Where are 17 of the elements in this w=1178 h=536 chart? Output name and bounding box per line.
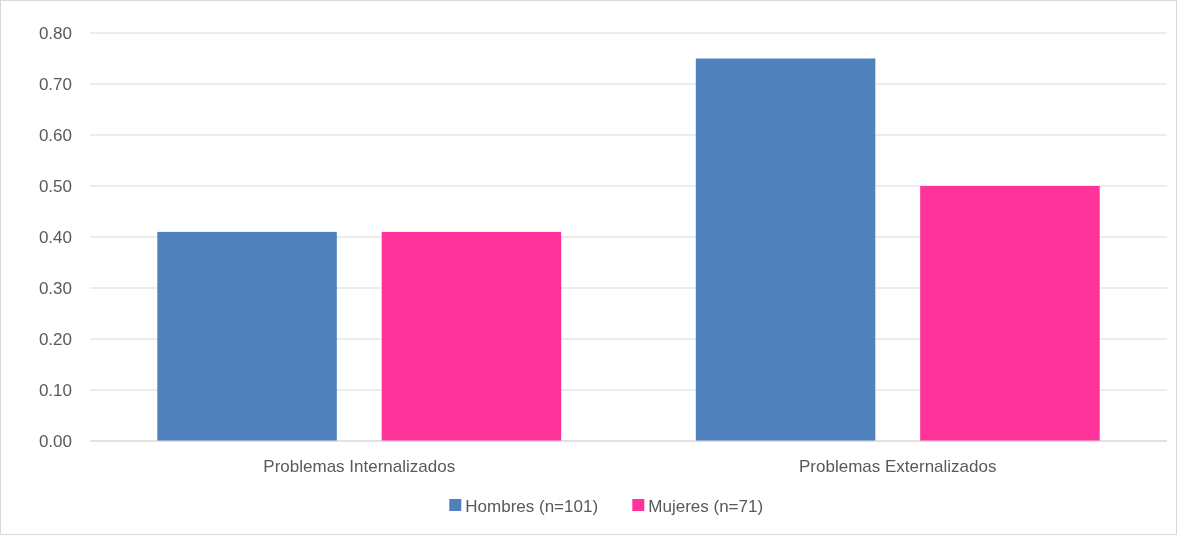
y-tick-label: 0.60 <box>38 125 72 145</box>
y-tick-label: 0.20 <box>38 329 72 349</box>
y-tick-label: 0.10 <box>38 380 72 400</box>
legend-label: Hombres (n=101) <box>465 496 599 516</box>
y-tick-label: 0.00 <box>38 431 72 451</box>
bar <box>695 58 876 441</box>
y-tick-label: 0.70 <box>38 74 72 94</box>
y-tick-label: 0.50 <box>38 176 72 196</box>
y-tick-label: 0.40 <box>38 227 72 247</box>
x-tick-label: Problemas Externalizados <box>799 457 997 476</box>
bar <box>157 231 337 441</box>
bar <box>381 231 562 441</box>
y-tick-label: 0.80 <box>38 23 72 43</box>
y-tick-label: 0.30 <box>38 278 72 298</box>
bar <box>920 186 1100 441</box>
x-tick-label: Problemas Internalizados <box>263 457 456 476</box>
legend-label: Mujeres (n=71) <box>648 496 764 516</box>
